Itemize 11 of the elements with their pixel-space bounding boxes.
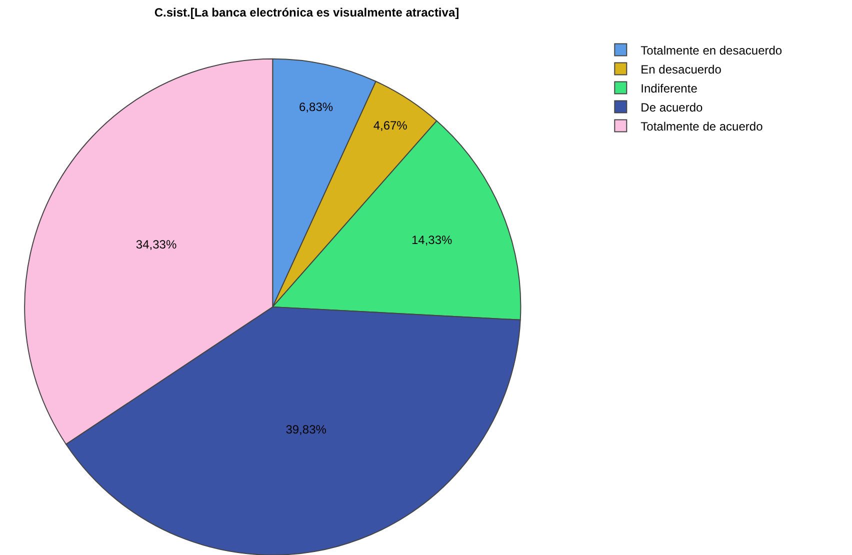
- data-label: 39,83%: [286, 422, 327, 437]
- data-label: 14,33%: [411, 232, 452, 247]
- data-label: 4,67%: [373, 118, 408, 132]
- chart-title: C.sist.[La banca electrónica es visualmente atractiva]: [154, 6, 460, 20]
- data-label: 6,83%: [299, 100, 334, 114]
- legend-label: Totalmente en desacuerdo: [640, 43, 782, 58]
- legend-label: De acuerdo: [640, 100, 704, 114]
- legend-label: En desacuerdo: [640, 62, 722, 76]
- legend-label: Indiferente: [640, 81, 698, 96]
- legend-label: Totalmente de acuerdo: [640, 119, 764, 134]
- data-label: 34,33%: [136, 238, 177, 252]
